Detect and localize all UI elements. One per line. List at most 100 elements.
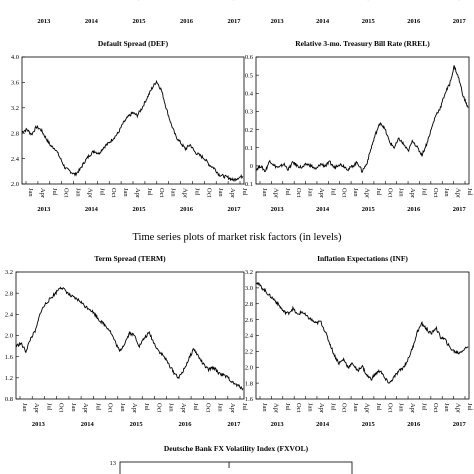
x-tick-label: Jan bbox=[261, 403, 268, 412]
x-tick-label: Oct bbox=[204, 403, 211, 413]
y-tick-label: 0.2 bbox=[245, 127, 253, 134]
x-tick-label: Jan bbox=[352, 403, 359, 412]
year-label: 2016 bbox=[407, 206, 421, 213]
y-tick-label: 2.4 bbox=[5, 312, 14, 319]
chart-title: Term Spread (TERM) bbox=[94, 254, 166, 263]
x-tick-label: Apr bbox=[229, 188, 236, 199]
x-tick-label: Apr bbox=[182, 0, 189, 1]
x-tick-label: Apr bbox=[409, 403, 416, 414]
x-tick-label: Apr bbox=[180, 403, 187, 414]
x-tick-label: Apr bbox=[318, 403, 325, 414]
y-tick-label: 2.6 bbox=[245, 317, 254, 324]
x-tick-label: Oct bbox=[107, 403, 114, 413]
x-tick-label: Apr bbox=[409, 0, 416, 1]
x-tick-label: Oct bbox=[386, 403, 393, 413]
panel-term-spread: Term Spread (TERM) 0.8 1.2 1.6 2.0 2.4 2.8 3.2 J… bbox=[5, 254, 248, 428]
y-tick-label: 0 bbox=[250, 163, 253, 170]
x-tick-label: Jul bbox=[329, 403, 336, 411]
x-tick-label: Jan bbox=[443, 188, 450, 197]
year-label: 2015 bbox=[132, 18, 146, 25]
x-tick-label: Jan bbox=[217, 188, 224, 197]
x-tick-label: Jan bbox=[168, 403, 175, 412]
chart-title: Default Spread (DEF) bbox=[98, 39, 169, 48]
x-tick-label: Jul bbox=[98, 188, 105, 196]
x-tick-label: Oct bbox=[58, 403, 65, 413]
x-tick-label: Oct bbox=[341, 188, 348, 198]
y-tick-label: 3.2 bbox=[245, 269, 253, 276]
y-tick-label: 2.8 bbox=[245, 301, 253, 308]
y-tick-label: 3.2 bbox=[11, 105, 19, 112]
y-tick-label: 1.6 bbox=[5, 354, 14, 361]
year-label: 2017 bbox=[227, 421, 241, 428]
panel-default-spread: Default Spread (DEF) 2.0 2.4 2.8 3.2 3.6 4.0 Ja… bbox=[11, 39, 248, 213]
x-tick-label: Jul bbox=[375, 188, 382, 196]
x-tick-label: Jul bbox=[420, 188, 427, 196]
x-tick-label: Apr bbox=[134, 0, 141, 1]
y-tick-label: 3.2 bbox=[5, 269, 13, 276]
x-tick-label: Jul bbox=[143, 403, 150, 411]
y-tick-label: 2.0 bbox=[5, 333, 13, 340]
chart-title: Deutsche Bank FX Volatility Index (FXVOL… bbox=[164, 444, 309, 453]
year-label: 2013 bbox=[271, 18, 285, 25]
plot-frame bbox=[255, 271, 470, 400]
y-tick-label: 3.0 bbox=[245, 285, 253, 292]
x-tick-label: Oct bbox=[205, 188, 212, 198]
y-tick-label: 2.2 bbox=[245, 349, 253, 356]
figure-caption: Time series plots of market risk factors… bbox=[132, 232, 342, 243]
x-tick-label: Jan bbox=[122, 188, 129, 197]
x-tick-label: Apr bbox=[82, 403, 89, 414]
year-label: 2013 bbox=[32, 421, 46, 428]
x-tick-label: Jan bbox=[307, 403, 314, 412]
year-label: 2013 bbox=[37, 206, 51, 213]
x-tick-label: Jan bbox=[27, 188, 34, 197]
x-tick-label: Jul bbox=[94, 403, 101, 411]
series-line bbox=[21, 79, 244, 183]
y-tick-label: 13 bbox=[110, 460, 117, 467]
x-tick-label: Jan bbox=[398, 188, 405, 197]
y-tick-label: 2.0 bbox=[245, 364, 253, 371]
panel-fx-volatility: Deutsche Bank FX Volatility Index (FXVOL… bbox=[110, 444, 353, 474]
year-label: 2017 bbox=[228, 18, 242, 25]
y-tick-label: 2.4 bbox=[11, 156, 20, 163]
x-tick-label: Apr bbox=[364, 0, 371, 1]
chart-title: Relative 3-mo. Treasury Bill Rate (RREL) bbox=[295, 39, 430, 48]
y-tick-label: 2.8 bbox=[5, 290, 13, 297]
year-label: 2014 bbox=[316, 421, 330, 428]
panel-relative-tbill-rate: Relative 3-mo. Treasury Bill Rate (RREL)… bbox=[243, 39, 473, 213]
x-tick-label: Apr bbox=[455, 188, 462, 199]
x-tick-label: Jan bbox=[70, 403, 77, 412]
year-label: 2016 bbox=[407, 421, 421, 428]
x-tick-label: Jan bbox=[75, 188, 82, 197]
x-tick-label: Apr bbox=[131, 403, 138, 414]
x-tick-label: Apr bbox=[86, 0, 93, 1]
x-tick-label: Jan bbox=[119, 403, 126, 412]
year-label: 2015 bbox=[132, 206, 146, 213]
x-tick-label: Oct bbox=[432, 403, 439, 413]
x-tick-label: Jul bbox=[284, 403, 291, 411]
x-tick-label: Apr bbox=[272, 403, 279, 414]
x-tick-label: Jul bbox=[329, 188, 336, 196]
y-tick-label: 4.0 bbox=[11, 54, 19, 61]
year-label: 2013 bbox=[37, 18, 51, 25]
x-tick-label: Oct bbox=[386, 188, 393, 198]
year-label: 2016 bbox=[180, 18, 194, 25]
year-label: 2016 bbox=[180, 206, 194, 213]
x-tick-label: Apr bbox=[86, 188, 93, 199]
year-label: 2014 bbox=[85, 18, 99, 25]
x-tick-label: Apr bbox=[272, 188, 279, 199]
x-tick-label: Jul bbox=[193, 188, 200, 196]
year-label: 2017 bbox=[453, 206, 467, 213]
year-label: 2013 bbox=[271, 206, 285, 213]
x-tick-label: Jul bbox=[420, 403, 427, 411]
plot-frame bbox=[255, 56, 470, 185]
year-label: 2016 bbox=[407, 18, 421, 25]
year-label: 2017 bbox=[228, 206, 242, 213]
y-tick-label: 1.8 bbox=[245, 380, 253, 387]
x-tick-label: Apr bbox=[409, 188, 416, 199]
x-tick-label: Jul bbox=[466, 188, 473, 196]
x-tick-label: Apr bbox=[33, 403, 40, 414]
year-label: 2017 bbox=[453, 421, 467, 428]
y-tick-label: 0.5 bbox=[245, 72, 253, 79]
x-tick-label: Jan bbox=[21, 403, 28, 412]
